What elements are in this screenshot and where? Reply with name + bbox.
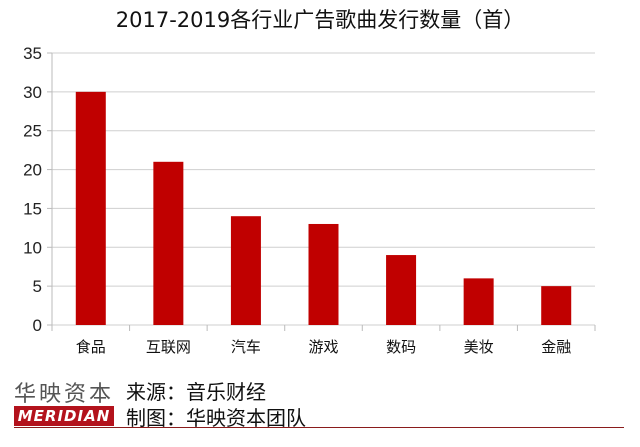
y-tick-label: 30 [23, 83, 42, 102]
bar-chart: 0 5 10 15 20 25 30 35 食品 互联网 汽车 游戏 数码 美妆 金融 [23, 44, 596, 356]
bar-数码 [386, 255, 417, 325]
y-tick-label: 20 [23, 161, 42, 180]
brand-logo-cn: 华映资本 [14, 382, 115, 407]
x-tick-label: 互联网 [146, 338, 191, 356]
y-tick-label: 35 [23, 44, 42, 63]
x-tick-label: 汽车 [231, 338, 261, 356]
y-tick-label: 0 [33, 316, 42, 335]
y-tick-label: 15 [23, 199, 42, 218]
footer-divider [14, 427, 624, 428]
bar-食品 [75, 91, 106, 325]
x-tick-label: 数码 [386, 338, 416, 356]
x-tick-label: 金融 [541, 338, 571, 356]
bar-游戏 [308, 223, 339, 325]
x-tick-label: 美妆 [464, 338, 494, 356]
bar-汽车 [230, 216, 261, 325]
bar-互联网 [153, 161, 184, 325]
x-tick-label: 食品 [76, 338, 106, 356]
y-tick-label: 10 [23, 238, 42, 257]
y-tick-label: 5 [33, 277, 42, 296]
maker-text: 制图：华映资本团队 [126, 406, 306, 430]
chart-title: 2017-2019各行业广告歌曲发行数量（首） [115, 8, 525, 32]
bar-金融 [541, 286, 572, 325]
source-text: 来源：音乐财经 [126, 380, 266, 404]
bar-美妆 [463, 278, 494, 325]
brand-logo-en: MERIDIAN [14, 406, 114, 426]
x-tick-label: 游戏 [308, 338, 338, 356]
y-tick-label: 25 [23, 122, 42, 141]
